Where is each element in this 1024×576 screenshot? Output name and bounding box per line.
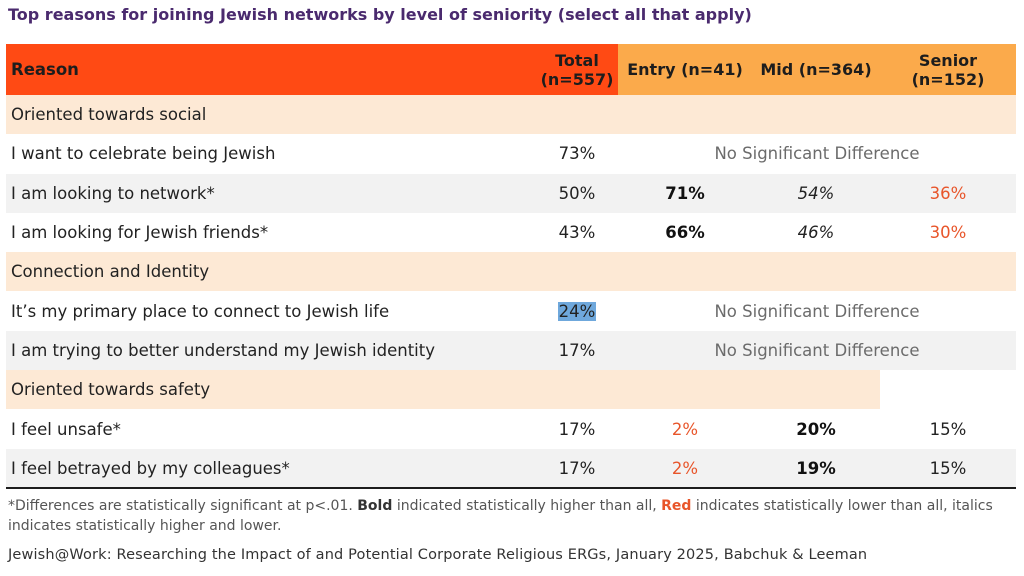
mid-cell: 19% <box>796 458 836 478</box>
header-total: Total (n=557) <box>536 44 618 95</box>
table-header: Reason Total (n=557) Entry (n=41) Mid (n=… <box>6 44 1016 95</box>
header-senior-line2: (n=152) <box>911 69 985 89</box>
mid-cell: 46% <box>797 223 835 243</box>
header-entry-label: Entry (n=41) <box>627 60 743 79</box>
table-row: I feel betrayed by my colleagues* 17% 2%… <box>6 448 1016 488</box>
page-title: Top reasons for joining Jewish networks … <box>8 5 752 24</box>
entry-cell: 71% <box>665 183 705 203</box>
table-row: I am looking to network* 50% 71% 54% 36% <box>6 173 1016 213</box>
no-difference-note: No Significant Difference <box>714 144 920 164</box>
total-cell: 17% <box>558 419 596 439</box>
reason-cell: I want to celebrate being Jewish <box>11 144 276 164</box>
footnote-red-word: Red <box>661 498 692 514</box>
senior-cell: 36% <box>929 183 967 203</box>
total-cell: 73% <box>558 144 596 164</box>
total-cell: 17% <box>558 340 596 360</box>
section-row-identity: Connection and Identity <box>6 252 1016 292</box>
table-row: I want to celebrate being Jewish 73% No … <box>6 134 1016 174</box>
reason-cell: I am trying to better understand my Jewi… <box>11 340 435 360</box>
section-label: Oriented towards safety <box>11 380 211 400</box>
header-senior-line1: Senior <box>918 50 978 70</box>
mid-cell: 54% <box>797 183 835 203</box>
reason-cell: It’s my primary place to connect to Jewi… <box>11 301 390 321</box>
entry-cell: 2% <box>671 419 699 439</box>
header-mid-label: Mid (n=364) <box>760 60 872 79</box>
footnote-bold-word: Bold <box>357 498 393 514</box>
table-row: I am trying to better understand my Jewi… <box>6 330 1016 371</box>
table-row: It’s my primary place to connect to Jewi… <box>6 291 1016 331</box>
total-cell: 50% <box>558 183 596 203</box>
section-row-safety: Oriented towards safety <box>6 370 1016 410</box>
header-total-line2: (n=557) <box>540 69 614 89</box>
band-gap <box>880 370 1016 410</box>
source-citation: Jewish@Work: Researching the Impact of a… <box>8 547 868 563</box>
header-reason-label: Reason <box>11 60 79 79</box>
reason-cell: I feel unsafe* <box>11 419 121 439</box>
header-senior: Senior (n=152) <box>880 44 1016 95</box>
senior-cell: 15% <box>929 419 967 439</box>
no-difference-note: No Significant Difference <box>714 301 920 321</box>
section-row-social: Oriented towards social <box>6 95 1016 135</box>
reasons-table: Reason Total (n=557) Entry (n=41) Mid (n=… <box>6 44 1016 488</box>
header-mid: Mid (n=364) <box>752 44 880 95</box>
highlighted-value: 24% <box>557 301 597 321</box>
reason-cell: I am looking for Jewish friends* <box>11 223 269 243</box>
senior-cell: 30% <box>929 223 967 243</box>
no-difference-note: No Significant Difference <box>714 340 920 360</box>
mid-cell: 20% <box>796 419 836 439</box>
reason-cell: I feel betrayed by my colleagues* <box>11 458 290 478</box>
footnote: *Differences are statistically significa… <box>8 496 1013 536</box>
section-label: Oriented towards social <box>11 105 207 125</box>
footnote-text-1: *Differences are statistically significa… <box>8 498 358 514</box>
section-label: Connection and Identity <box>11 262 210 282</box>
senior-cell: 15% <box>929 458 967 478</box>
table-bottom-rule <box>6 487 1016 489</box>
total-cell: 24% <box>536 291 618 330</box>
total-cell: 43% <box>558 223 596 243</box>
reason-cell: I am looking to network* <box>11 183 215 203</box>
header-senior-label: Senior (n=152) <box>912 51 985 89</box>
total-cell: 17% <box>558 458 596 478</box>
footnote-text-3: indicates statistically lower than all, … <box>8 498 993 534</box>
table-row: I feel unsafe* 17% 2% 20% 15% <box>6 409 1016 449</box>
footnote-text-2: indicated statistically higher than all, <box>392 498 662 514</box>
header-total-label: Total (n=557) <box>541 51 614 89</box>
entry-cell: 2% <box>671 458 699 478</box>
entry-cell: 66% <box>665 223 705 243</box>
header-entry: Entry (n=41) <box>618 44 752 95</box>
header-reason: Reason <box>6 44 536 95</box>
table-row: I am looking for Jewish friends* 43% 66%… <box>6 212 1016 253</box>
header-total-line1: Total <box>555 50 599 70</box>
